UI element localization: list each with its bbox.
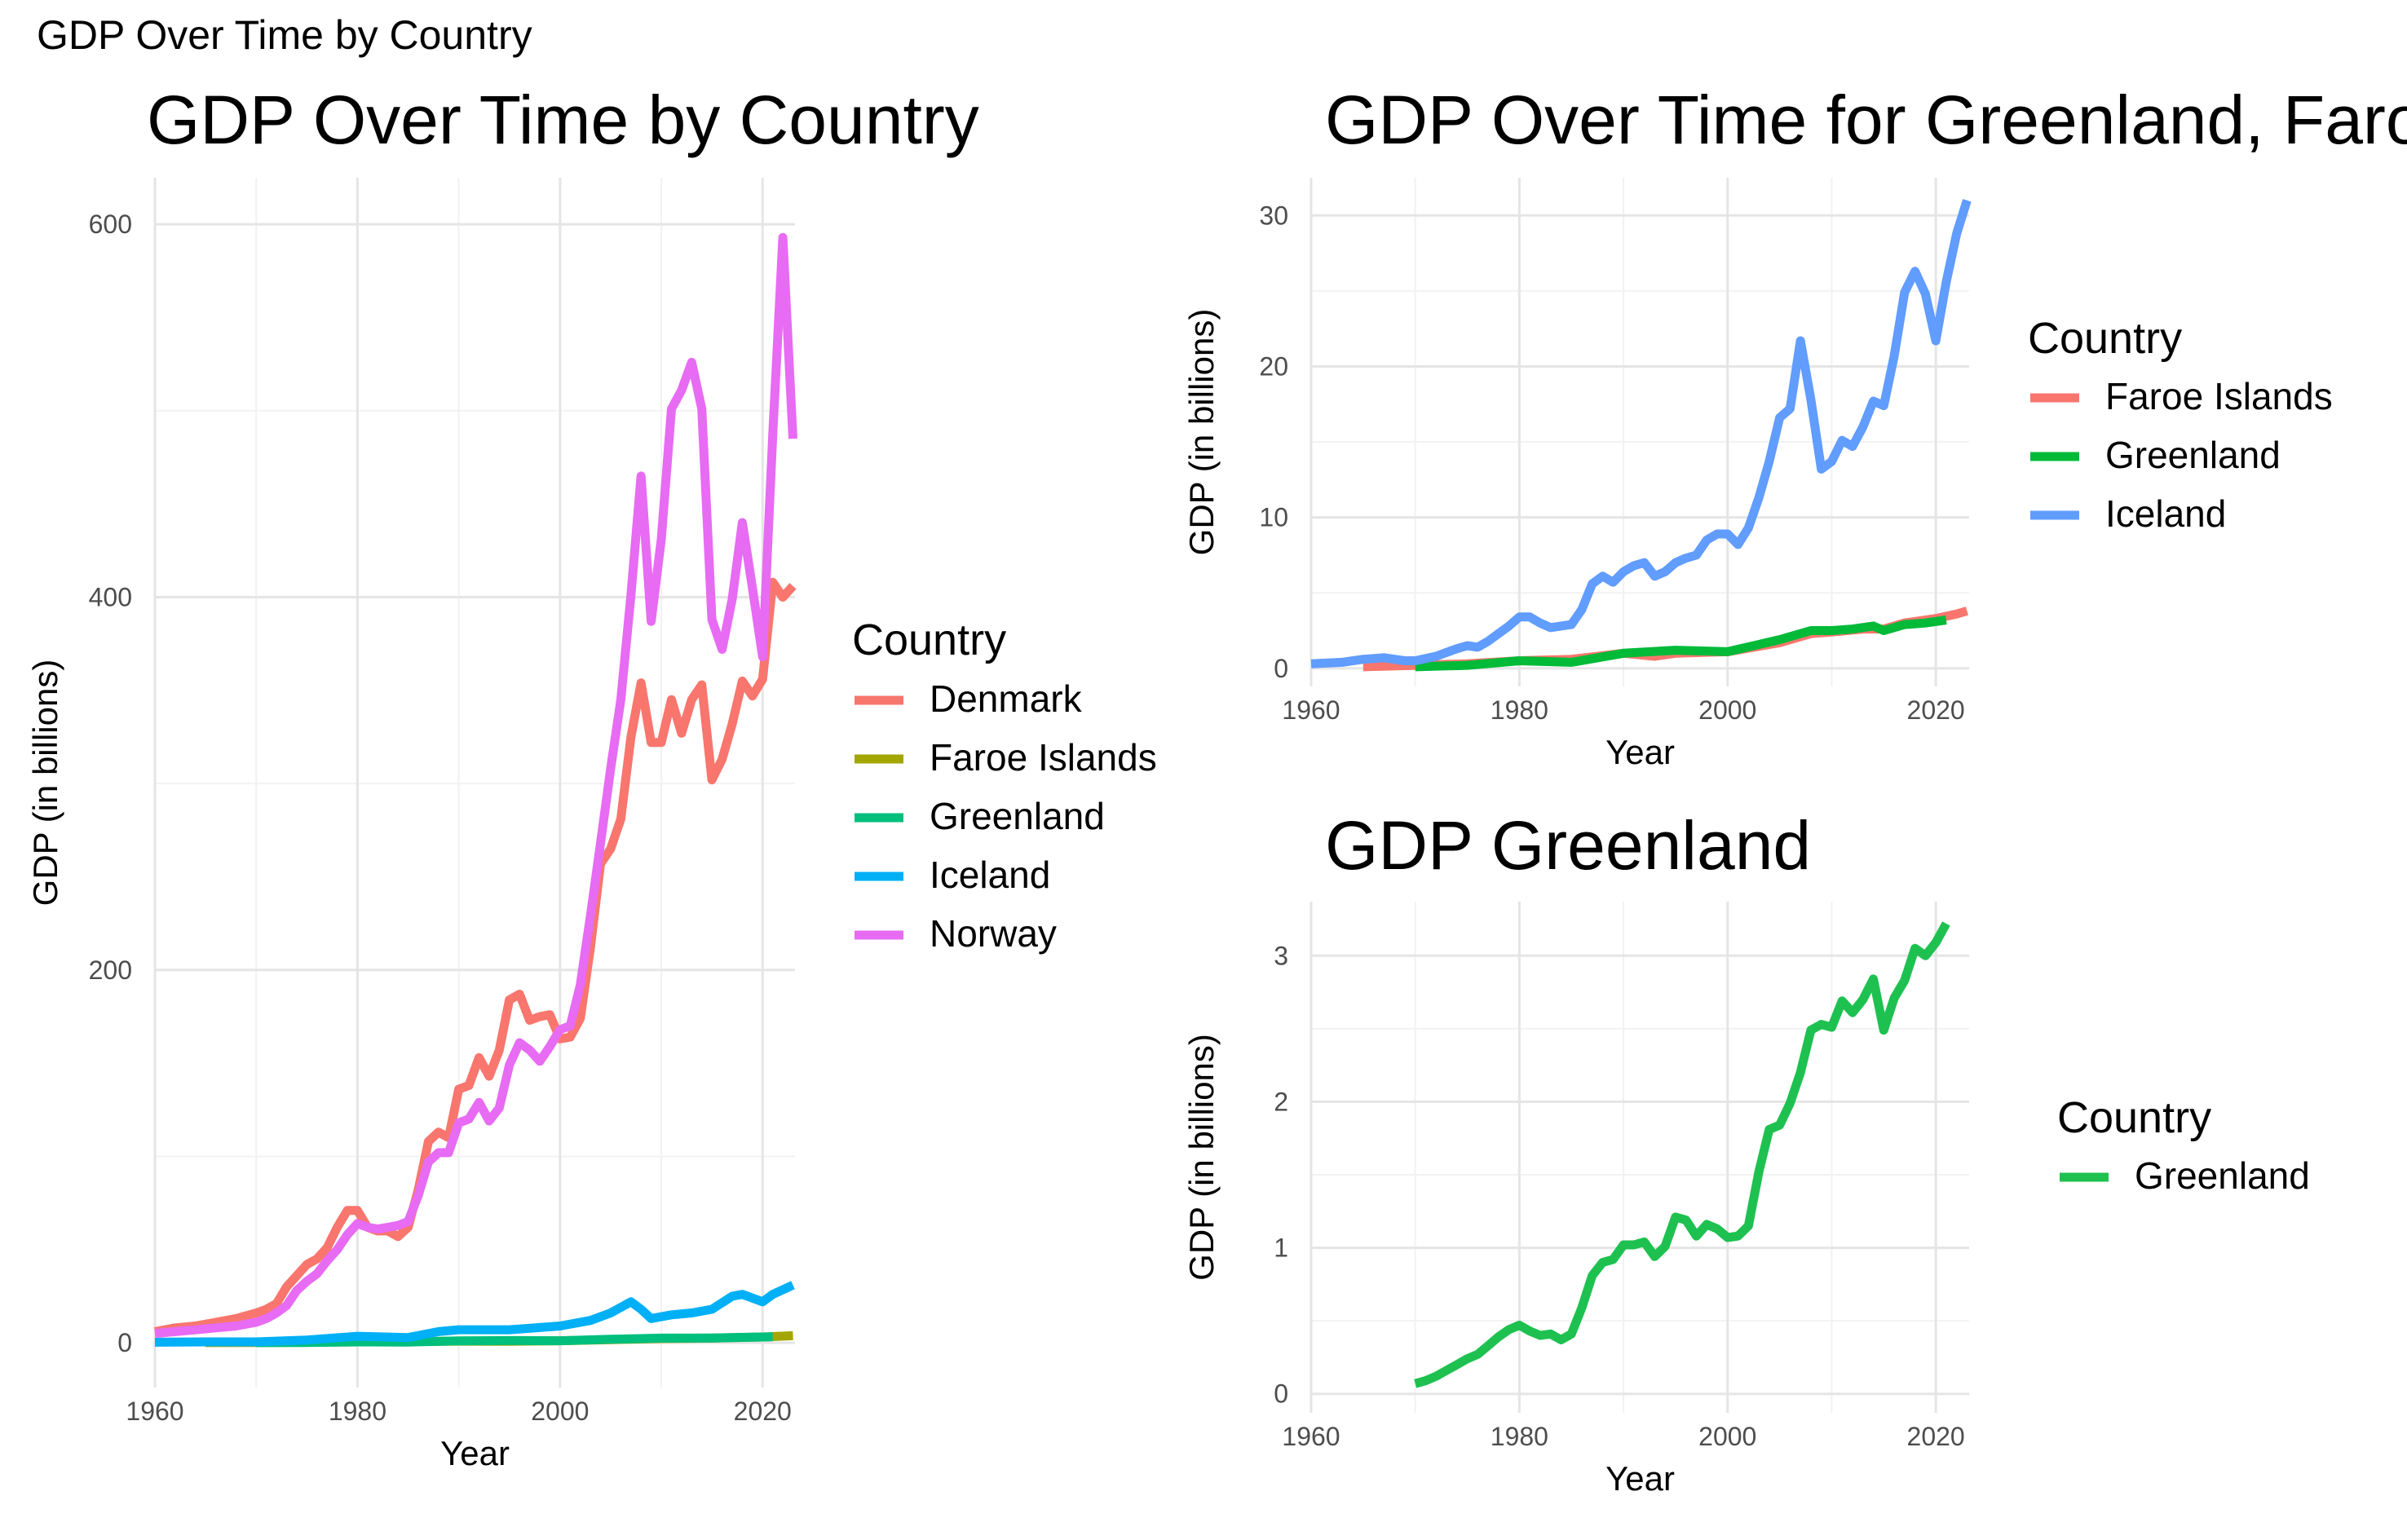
x-tick-label: 2000: [1698, 695, 1756, 725]
x-axis-label: Year: [1605, 733, 1675, 771]
x-tick-label: 2020: [734, 1397, 792, 1426]
chart-gdp-greenland-faroe-iceland: GDP Over Time for Greenland, Faro 1960 198…: [1182, 82, 2407, 771]
y-tick-label: 400: [89, 582, 132, 611]
y-tick-label: 0: [1274, 654, 1288, 683]
y-tick-label: 200: [89, 955, 132, 985]
series-line-faroe-islands: [1362, 607, 1968, 672]
page-title: GDP Over Time by Country: [37, 12, 532, 58]
gridlines: [1309, 178, 1969, 686]
legend-label-norway: Norway: [930, 912, 1057, 955]
legend: Country Greenland: [2057, 1093, 2310, 1197]
x-tick-label: 2000: [1698, 1422, 1756, 1451]
y-axis-label: GDP (in billions): [1182, 1034, 1221, 1281]
gridlines: [153, 178, 795, 1388]
y-tick-label: 10: [1259, 503, 1288, 532]
chart-title: GDP Over Time by Country: [147, 82, 979, 158]
x-tick-label: 1960: [1282, 695, 1340, 725]
y-tick-label: 20: [1259, 351, 1288, 381]
y-tick-label: 0: [117, 1328, 132, 1357]
x-tick-label: 2020: [1907, 695, 1965, 725]
x-tick-label: 1980: [1491, 1422, 1548, 1451]
x-tick-label: 2020: [1907, 1422, 1965, 1451]
series-group: [1414, 921, 1950, 1388]
x-tick-label: 2000: [531, 1397, 589, 1426]
y-axis-label: GDP (in billions): [26, 660, 64, 907]
chart-gdp-greenland: GDP Greenland 1960 1980 2000 2020 0 1 2 3 Year GDP…: [1182, 807, 2310, 1498]
y-tick-label: 600: [89, 210, 132, 239]
legend-label-greenland: Greenland: [2135, 1154, 2310, 1197]
legend-label-faroe-islands: Faroe Islands: [930, 736, 1157, 779]
series-line-iceland: [1310, 199, 1972, 669]
legend-label-greenland: Greenland: [930, 795, 1105, 837]
chart-title: GDP Over Time for Greenland, Faro: [1325, 82, 2407, 158]
series-line-greenland: [256, 1332, 773, 1348]
legend-label-faroe-islands: Faroe Islands: [2105, 375, 2333, 417]
x-tick-label: 1980: [1491, 695, 1548, 725]
gridlines: [1309, 902, 1969, 1413]
y-tick-label: 2: [1274, 1087, 1288, 1116]
x-tick-label: 1980: [329, 1397, 386, 1426]
y-axis-label: GDP (in billions): [1182, 309, 1221, 556]
legend-title: Country: [2028, 314, 2182, 363]
series-line-greenland: [1414, 921, 1950, 1388]
legend-title: Country: [852, 616, 1006, 664]
series-line-denmark: [153, 577, 797, 1336]
x-axis-label: Year: [1605, 1459, 1675, 1498]
y-tick-label: 3: [1274, 941, 1288, 970]
series-line-iceland: [154, 1281, 795, 1347]
x-tick-label: 1960: [126, 1397, 183, 1426]
x-axis-label: Year: [440, 1434, 510, 1472]
y-tick-label: 30: [1259, 201, 1288, 230]
series-line-greenland: [1415, 616, 1947, 672]
legend-label-denmark: Denmark: [930, 677, 1083, 720]
legend: Country Denmark Faroe Islands Greenland Icel…: [852, 616, 1157, 955]
y-tick-label: 1: [1274, 1233, 1288, 1263]
series-group: [1310, 199, 1972, 672]
legend-label-iceland: Iceland: [2105, 492, 2226, 535]
series-line-norway: [154, 232, 797, 1339]
legend: Country Faroe Islands Greenland Iceland: [2028, 314, 2333, 535]
chart-title: GDP Greenland: [1325, 807, 1811, 884]
x-tick-label: 1960: [1282, 1422, 1340, 1451]
legend-title: Country: [2057, 1093, 2211, 1142]
series-group: [153, 232, 797, 1348]
y-tick-label: 0: [1274, 1379, 1288, 1409]
legend-label-greenland: Greenland: [2105, 434, 2281, 476]
legend-label-iceland: Iceland: [930, 854, 1050, 896]
